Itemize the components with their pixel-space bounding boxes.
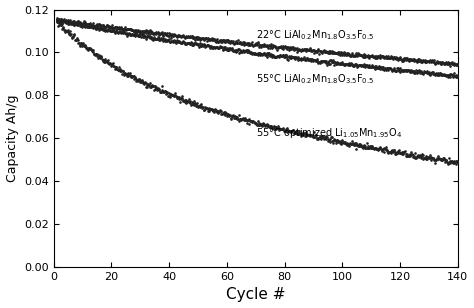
Text: 55°C optimized Li$_{1.05}$Mn$_{1.95}$O$_4$: 55°C optimized Li$_{1.05}$Mn$_{1.95}$O$_… <box>256 126 402 140</box>
Text: 22°C LiAl$_{0.2}$Mn$_{1.8}$O$_{3.5}$F$_{0.5}$: 22°C LiAl$_{0.2}$Mn$_{1.8}$O$_{3.5}$F$_{… <box>256 28 374 42</box>
X-axis label: Cycle #: Cycle # <box>226 287 285 302</box>
Text: 55°C LiAl$_{0.2}$Mn$_{1.8}$O$_{3.5}$F$_{0.5}$: 55°C LiAl$_{0.2}$Mn$_{1.8}$O$_{3.5}$F$_{… <box>256 72 374 86</box>
Y-axis label: Capacity Ah/g: Capacity Ah/g <box>6 95 18 182</box>
